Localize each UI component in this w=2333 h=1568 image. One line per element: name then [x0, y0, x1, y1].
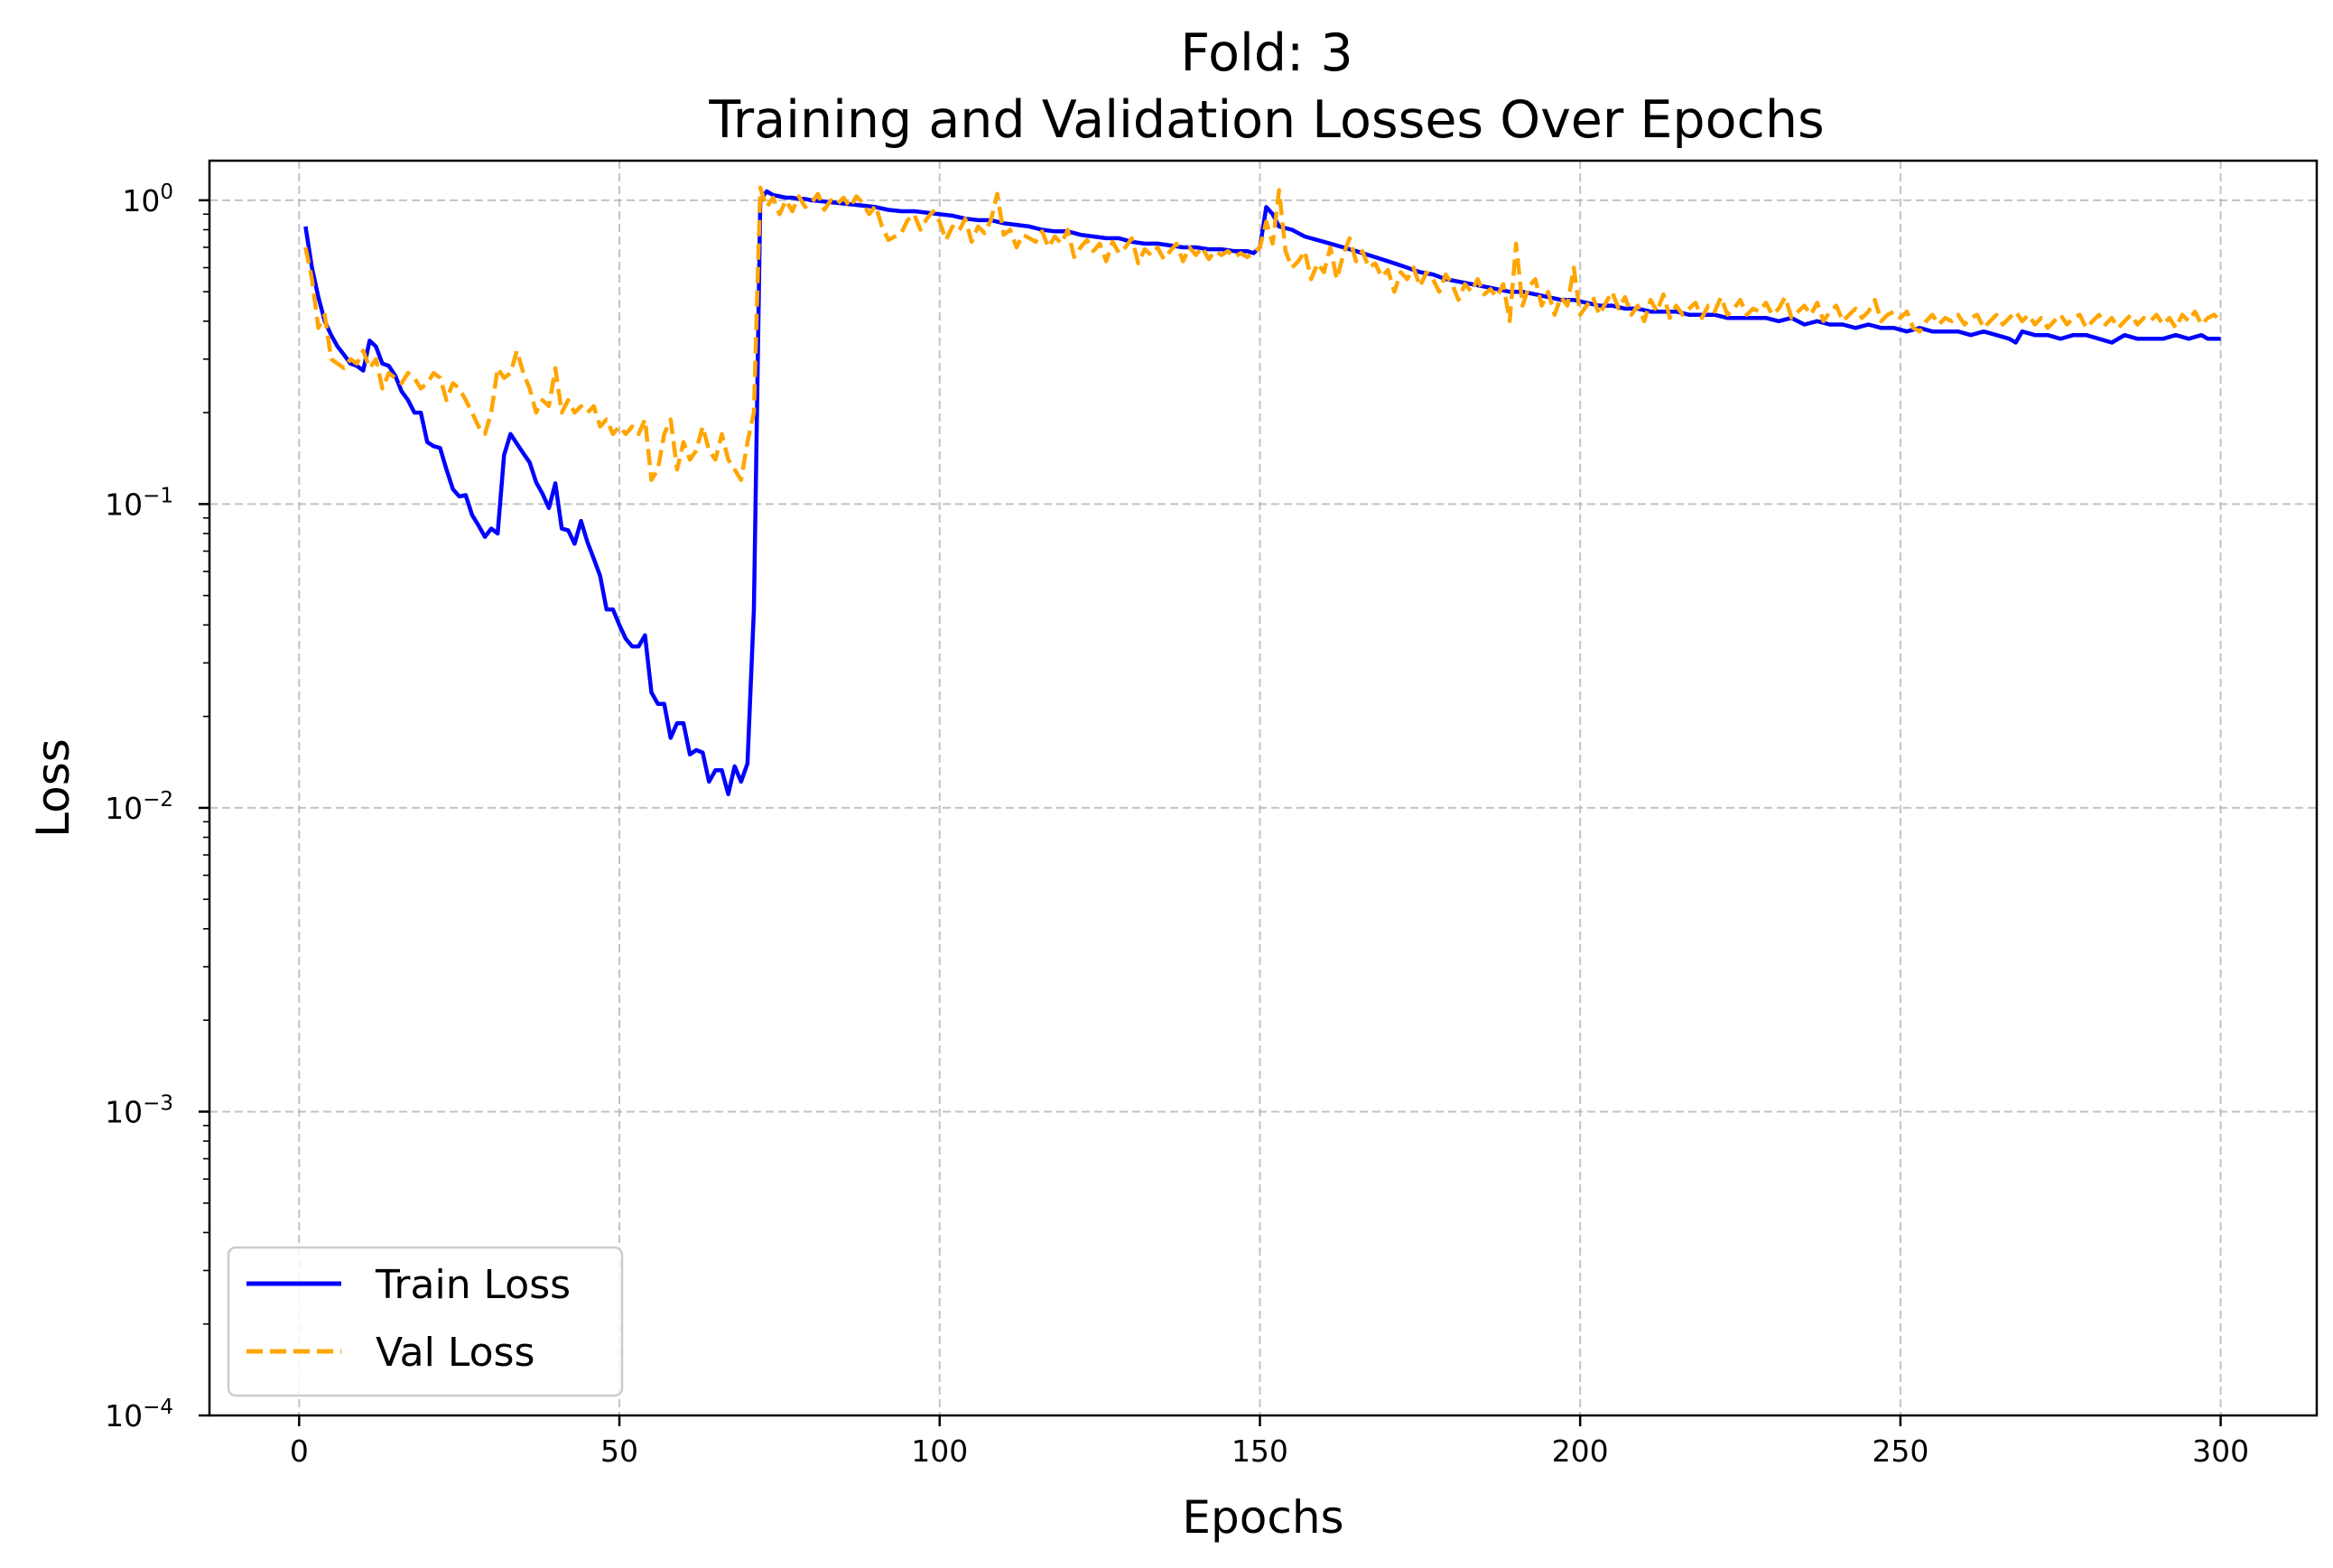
x-tick-label: 50: [600, 1433, 638, 1469]
x-tick-label: 200: [1552, 1433, 1609, 1469]
grid: [209, 161, 2317, 1415]
y-tick-label: 10−3: [105, 1091, 173, 1129]
legend-label-train: Train Loss: [375, 1262, 571, 1308]
y-tick-base: 10: [105, 487, 143, 522]
legend: Train Loss Val Loss: [227, 1246, 624, 1397]
y-tick-exponent: −1: [143, 484, 173, 507]
x-tick-label: 300: [2192, 1433, 2249, 1469]
y-tick-base: 10: [105, 1094, 143, 1129]
y-axis-title: Loss: [27, 738, 79, 838]
y-tick-exponent: −3: [143, 1091, 173, 1115]
val-loss-line: [303, 185, 2223, 482]
x-axis-title: Epochs: [1182, 1491, 1343, 1544]
x-tick-label: 150: [1232, 1433, 1288, 1469]
y-tick-base: 10: [122, 183, 160, 218]
y-tick-label: 10−4: [105, 1396, 173, 1433]
y-tick-exponent: −4: [143, 1396, 173, 1419]
y-tick-label: 10−2: [105, 788, 173, 826]
y-tick-base: 10: [105, 791, 143, 826]
series-layer: [303, 185, 2223, 796]
y-tick-exponent: −2: [143, 788, 173, 812]
y-tick-exponent: 0: [160, 181, 173, 204]
chart-subtitle: Training and Validation Losses Over Epoc…: [708, 90, 1824, 150]
chart-title: Fold: 3: [1180, 23, 1352, 83]
x-tick-label: 100: [911, 1433, 968, 1469]
plot-frame: [208, 159, 2319, 1417]
legend-label-val: Val Loss: [376, 1330, 534, 1376]
x-tick-label: 0: [290, 1433, 309, 1469]
y-tick-label: 100: [122, 181, 173, 218]
y-tick-base: 10: [105, 1398, 143, 1433]
y-tick-label: 10−1: [105, 484, 173, 522]
x-tick-label: 250: [1872, 1433, 1929, 1469]
train-loss-line: [303, 189, 2221, 796]
